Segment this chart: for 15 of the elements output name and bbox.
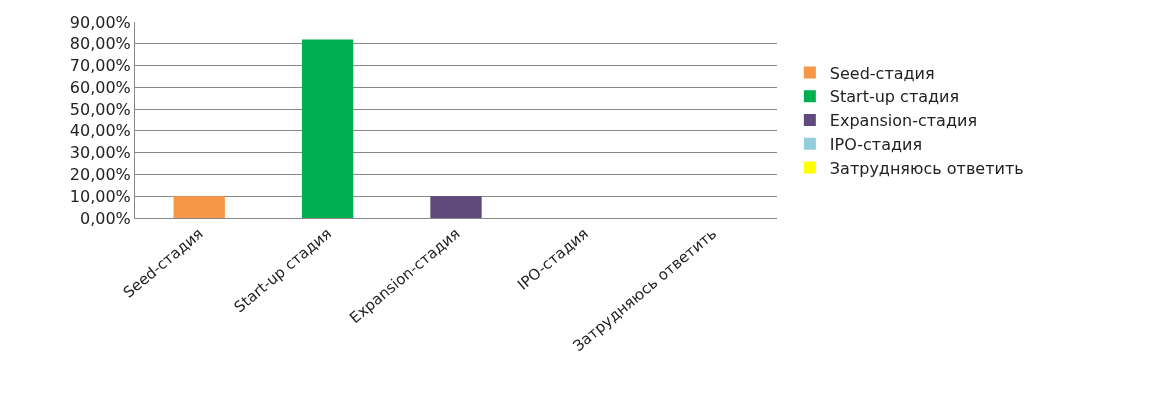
legend-label: Seed-стадия bbox=[829, 63, 935, 83]
y-tick-label: 20,00% bbox=[69, 165, 131, 185]
legend-label: IPO-стадия bbox=[829, 135, 923, 155]
y-tick-label: 30,00% bbox=[69, 143, 131, 163]
y-tick-label: 70,00% bbox=[69, 56, 131, 76]
legend-label: Затрудняюсь ответить bbox=[829, 158, 1024, 178]
y-tick-label: 60,00% bbox=[69, 77, 131, 97]
y-tick-label: 80,00% bbox=[69, 34, 131, 54]
y-tick-label: 0,00% bbox=[79, 208, 131, 228]
legend-label: Start-up стадия bbox=[829, 87, 960, 107]
y-tick-label: 40,00% bbox=[69, 121, 131, 141]
y-tick-label: 50,00% bbox=[69, 99, 131, 119]
y-tick-label: 10,00% bbox=[69, 186, 131, 206]
y-tick-label: 90,00% bbox=[69, 12, 131, 32]
legend-label: Expansion-стадия bbox=[829, 111, 978, 131]
